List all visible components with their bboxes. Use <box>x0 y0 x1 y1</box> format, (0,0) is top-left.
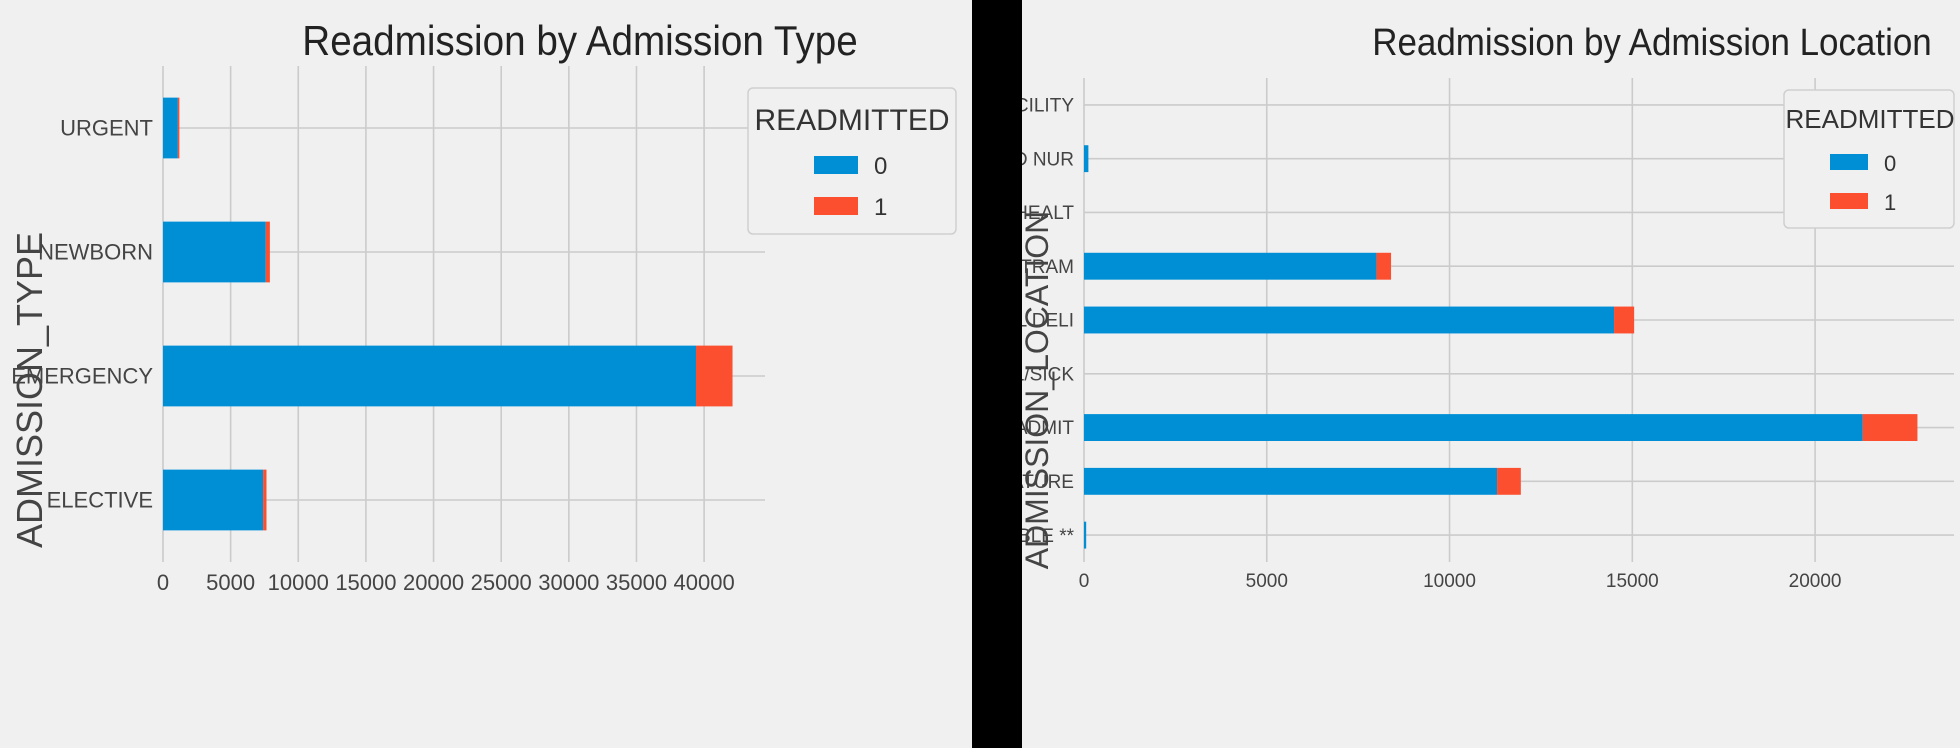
bar-transfer-from-hosp-extram-readmitted-1 <box>1376 252 1392 280</box>
y-axis-label: ADMISSION_LOCATION <box>1022 211 1055 570</box>
bar-transfer-from-skilled-nur-readmitted-0 <box>1084 145 1089 173</box>
legend-title: READMITTED <box>755 104 950 137</box>
y-tick-label-elective: ELECTIVE <box>47 488 153 513</box>
legend: READMITTED 0 1 <box>747 87 957 235</box>
bar-phys-referral-normal-deli-readmitted-1 <box>1614 306 1635 334</box>
bar-clinic-referral-premature-readmitted-1 <box>1497 467 1521 495</box>
x-tick-label: 0 <box>157 570 169 595</box>
x-tick-label: 0 <box>1079 571 1090 592</box>
bar-newborn-readmitted-1 <box>265 221 270 283</box>
chart-title: Readmission by Admission Type <box>302 16 857 64</box>
bar-info-not-available-readmitted-0 <box>1084 521 1087 549</box>
legend-label-0: 0 <box>1884 151 1896 176</box>
chart-panel-admission-type: 0 5000 10000 15000 20000 25000 30000 35000 40000… <box>0 0 972 748</box>
chart-title: Readmission by Admission Location <box>1372 21 1931 64</box>
bar-emergency-room-admit-readmitted-0 <box>1084 414 1863 441</box>
y-tick-label-hmo-referral-sick: HMO REFERRAL/SICK <box>1022 364 1074 385</box>
legend-label-1: 1 <box>1884 190 1896 215</box>
y-tick-label-clinic-referral-premature: CLINIC REFERRAL/PREMATURE <box>1022 472 1074 493</box>
chart-admission-location: 0 5000 10000 15000 20000 ** INFO NOT AVAILABL… <box>1022 21 1955 592</box>
legend-label-0: 0 <box>874 153 887 180</box>
bar-elective-readmitted-0 <box>163 469 264 531</box>
x-tick-label: 25000 <box>471 570 532 595</box>
legend-swatch-1 <box>814 197 858 215</box>
x-tick-label: 10000 <box>1423 571 1476 592</box>
x-tick-label: 20000 <box>403 570 464 595</box>
legend-label-1: 1 <box>874 194 887 221</box>
y-axis-label: ADMISSION_TYPE <box>9 232 50 548</box>
bar-transfer-from-hosp-extram-readmitted-0 <box>1084 252 1377 280</box>
bar-clinic-referral-premature-readmitted-0 <box>1084 467 1498 495</box>
y-tick-label-phys-referral-normal-deli: PHYS REFERRAL/NORMAL DELI <box>1022 311 1074 332</box>
bar-emergency-readmitted-1 <box>696 345 733 407</box>
legend-title: READMITTED <box>1786 104 1955 134</box>
y-tick-label-newborn: NEWBORN <box>38 240 153 265</box>
x-tick-label: 35000 <box>606 570 667 595</box>
chart-admission-type: 0 5000 10000 15000 20000 25000 30000 35000 40000… <box>9 16 957 595</box>
x-tick-label: 10000 <box>268 570 329 595</box>
y-tick-label-trsf-within-this-facility: TRSF WITHIN THIS FACILITY <box>1022 96 1074 117</box>
bar-emergency-readmitted-0 <box>163 345 697 407</box>
bar-emergency-room-admit-readmitted-1 <box>1862 414 1918 441</box>
bar-phys-referral-normal-deli-readmitted-0 <box>1084 306 1615 334</box>
bar-urgent-readmitted-0 <box>163 97 178 159</box>
bar-urgent-readmitted-1 <box>177 97 180 159</box>
y-tick-label-urgent: URGENT <box>60 116 153 141</box>
y-tick-label-info-not-available: ** INFO NOT AVAILABLE ** <box>1022 526 1075 547</box>
bar-elective-readmitted-1 <box>263 469 267 531</box>
legend-swatch-1 <box>1830 193 1868 209</box>
legend-swatch-0 <box>1830 154 1868 170</box>
y-tick-label-transfer-from-hosp-extram: TRANSFER FROM HOSP/EXTRAM <box>1022 257 1074 278</box>
x-tick-label: 5000 <box>1246 571 1288 592</box>
x-tick-label: 20000 <box>1789 571 1842 592</box>
y-tick-label-transfer-from-other-healt: TRANSFER FROM OTHER HEALT <box>1022 203 1074 224</box>
y-tick-label-emergency-room-admit: EMERGENCY ROOM ADMIT <box>1022 418 1074 439</box>
legend-swatch-0 <box>814 156 858 174</box>
x-tick-label: 15000 <box>1606 571 1659 592</box>
y-tick-label-emergency: EMERGENCY <box>11 364 153 389</box>
legend: READMITTED 0 1 <box>1783 89 1955 229</box>
x-tick-label: 30000 <box>538 570 599 595</box>
bar-newborn-readmitted-0 <box>163 221 266 283</box>
y-tick-label-transfer-from-skilled-nur: TRANSFER FROM SKILLED NUR <box>1022 149 1074 170</box>
x-tick-label: 15000 <box>335 570 396 595</box>
x-tick-label: 5000 <box>206 570 255 595</box>
chart-panel-admission-location: 0 5000 10000 15000 20000 ** INFO NOT AVAILABL… <box>1022 0 1960 748</box>
x-tick-label: 40000 <box>674 570 735 595</box>
